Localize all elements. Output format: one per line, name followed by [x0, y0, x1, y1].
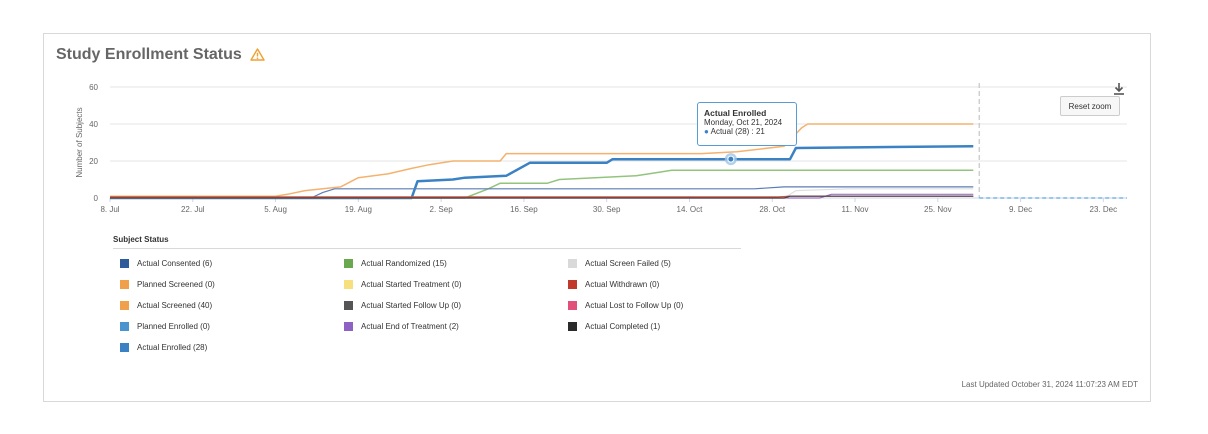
warning-icon[interactable] [250, 48, 265, 66]
chart-tooltip: Actual Enrolled Monday, Oct 21, 2024 ● A… [697, 102, 797, 146]
series-line-1 [110, 144, 974, 200]
legend-label: Actual Screened (40) [137, 301, 213, 310]
legend-swatch [568, 301, 577, 310]
legend-label: Actual End of Treatment (2) [361, 322, 459, 331]
download-icon[interactable] [1112, 82, 1126, 96]
y-axis-label: Number of Subjects [75, 107, 84, 177]
x-tick-label: 22. Jul [181, 205, 205, 214]
tooltip-value: Actual (28) : 21 [710, 127, 765, 136]
y-tick-label: 0 [94, 194, 99, 203]
legend-swatch [120, 280, 129, 289]
legend-label: Actual Completed (1) [585, 322, 661, 331]
x-tick-label: 2. Sep [430, 205, 454, 214]
series-line-7 [110, 195, 974, 199]
y-tick-label: 20 [89, 157, 98, 166]
tooltip-date: Monday, Oct 21, 2024 [704, 118, 783, 127]
legend-swatch [344, 280, 353, 289]
x-tick-label: 5. Aug [264, 205, 287, 214]
x-tick-label: 25. Nov [924, 205, 952, 214]
enrollment-card: Study Enrollment Status 0 20 40 60 Number of… [43, 33, 1151, 402]
legend-title: Subject Status [113, 235, 169, 244]
legend-label: Planned Enrolled (0) [137, 322, 210, 331]
legend-label: Actual Started Follow Up (0) [361, 301, 462, 310]
legend-swatch [568, 322, 577, 331]
legend-label: Actual Started Treatment (0) [361, 280, 462, 289]
legend-item[interactable]: Planned Enrolled (0) [120, 322, 210, 331]
tooltip-title: Actual Enrolled [704, 108, 767, 118]
series-line-2 [110, 169, 974, 199]
legend-label: Actual Screen Failed (5) [585, 259, 671, 268]
legend-swatch [568, 259, 577, 268]
x-tick-label: 30. Sep [593, 205, 621, 214]
legend-swatch [120, 301, 129, 310]
legend-swatch [120, 322, 129, 331]
legend-item[interactable]: Planned Screened (0) [120, 280, 215, 289]
legend-label: Actual Lost to Follow Up (0) [585, 301, 684, 310]
chart-title-text: Study Enrollment Status [56, 46, 242, 63]
legend-item[interactable]: Actual End of Treatment (2) [344, 322, 459, 331]
x-tick-label: 28. Oct [759, 205, 786, 214]
legend-item[interactable]: Actual Withdrawn (0) [568, 280, 659, 289]
enrollment-line-chart[interactable]: 0 20 40 60 Number of Subjects 8. Jul 22. Jul 5.… [44, 34, 1152, 224]
legend-item[interactable]: Actual Randomized (15) [344, 259, 447, 268]
legend-swatch [344, 259, 353, 268]
y-tick-label: 40 [89, 120, 98, 129]
legend-item[interactable]: Actual Consented (6) [120, 259, 212, 268]
hover-point [727, 155, 735, 163]
legend-label: Actual Consented (6) [137, 259, 213, 268]
legend-item[interactable]: Actual Started Follow Up (0) [344, 301, 461, 310]
legend-swatch [120, 343, 129, 352]
legend-label: Actual Withdrawn (0) [585, 280, 660, 289]
legend-swatch [344, 322, 353, 331]
legend-label: Actual Enrolled (28) [137, 343, 208, 352]
legend-swatch [344, 301, 353, 310]
legend-label: Actual Randomized (15) [361, 259, 447, 268]
x-tick-label: 8. Jul [100, 205, 119, 214]
y-tick-label: 60 [89, 83, 98, 92]
x-tick-label: 23. Dec [1090, 205, 1118, 214]
legend-label: Planned Screened (0) [137, 280, 215, 289]
legend-divider [113, 248, 741, 249]
x-tick-label: 19. Aug [345, 205, 372, 214]
x-tick-label: 9. Dec [1009, 205, 1032, 214]
legend-item[interactable]: Actual Completed (1) [568, 322, 660, 331]
legend-item[interactable]: Actual Started Treatment (0) [344, 280, 462, 289]
x-tick-label: 11. Nov [842, 205, 869, 214]
x-tick-label: 16. Sep [510, 205, 538, 214]
last-updated-text: Last Updated October 31, 2024 11:07:23 A… [961, 380, 1138, 389]
legend-item[interactable]: Actual Enrolled (28) [120, 343, 207, 352]
series-line-0 [110, 123, 974, 197]
legend-swatch [120, 259, 129, 268]
legend-item[interactable]: Actual Screened (40) [120, 301, 212, 310]
legend-item[interactable]: Actual Lost to Follow Up (0) [568, 301, 683, 310]
reset-zoom-button[interactable]: Reset zoom [1060, 96, 1120, 116]
legend-item[interactable]: Actual Screen Failed (5) [568, 259, 671, 268]
chart-title: Study Enrollment Status [56, 46, 265, 66]
x-tick-label: 14. Oct [677, 205, 704, 214]
legend-swatch [568, 280, 577, 289]
tooltip-dot: ● [704, 127, 709, 136]
